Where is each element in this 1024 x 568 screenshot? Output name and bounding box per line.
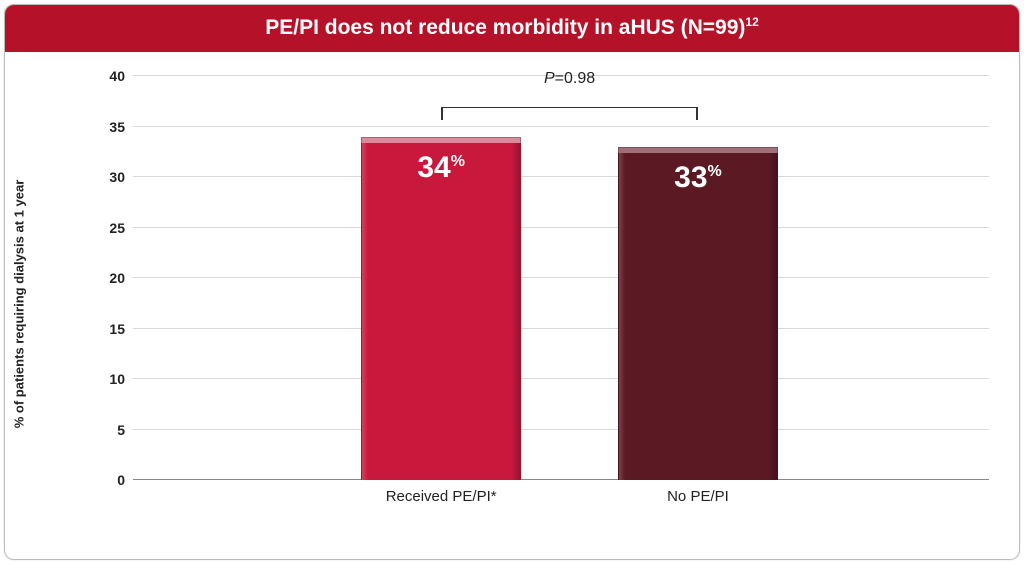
p-value-annotation: P=0.98 — [544, 70, 595, 88]
y-axis-label: % of patients requiring dialysis at 1 ye… — [12, 180, 27, 429]
grid-area: 051015202530354034%33%Received PE/PI*No … — [133, 76, 989, 480]
y-tick-label: 20 — [109, 270, 133, 286]
plot-wrap: % of patients requiring dialysis at 1 ye… — [5, 52, 1019, 556]
y-tick-label: 15 — [109, 321, 133, 337]
bar-value-label: 34% — [362, 151, 520, 185]
y-tick-label: 35 — [109, 119, 133, 135]
comparison-bracket — [441, 107, 698, 108]
bar-body: 33% — [618, 153, 778, 480]
header-title: PE/PI does not reduce morbidity in aHUS … — [265, 16, 745, 39]
bars-row: 34% 33% — [133, 76, 989, 480]
x-tick-label: Received PE/PI* — [386, 480, 497, 505]
y-tick-label: 40 — [109, 68, 133, 84]
plot-area: 0 5 10 15 20 25 30 35 40 34% 33% Received PE/PI* No … — [93, 70, 999, 516]
y-tick-label: 5 — [117, 422, 133, 438]
y-tick-label: 10 — [109, 371, 133, 387]
card-header: PE/PI does not reduce morbidity in aHUS … — [5, 5, 1019, 52]
bar-body: 34% — [361, 143, 521, 480]
y-tick-label: 0 — [117, 472, 133, 488]
bar: 34% — [361, 137, 521, 480]
y-tick-label: 25 — [109, 220, 133, 236]
bar-value-label: 33% — [619, 161, 777, 195]
x-tick-label: No PE/PI — [667, 480, 729, 505]
chart-card: PE/PI does not reduce morbidity in aHUS … — [4, 4, 1020, 560]
header-citation: 12 — [745, 15, 758, 29]
y-tick-label: 30 — [109, 169, 133, 185]
bar: 33% — [618, 147, 778, 480]
